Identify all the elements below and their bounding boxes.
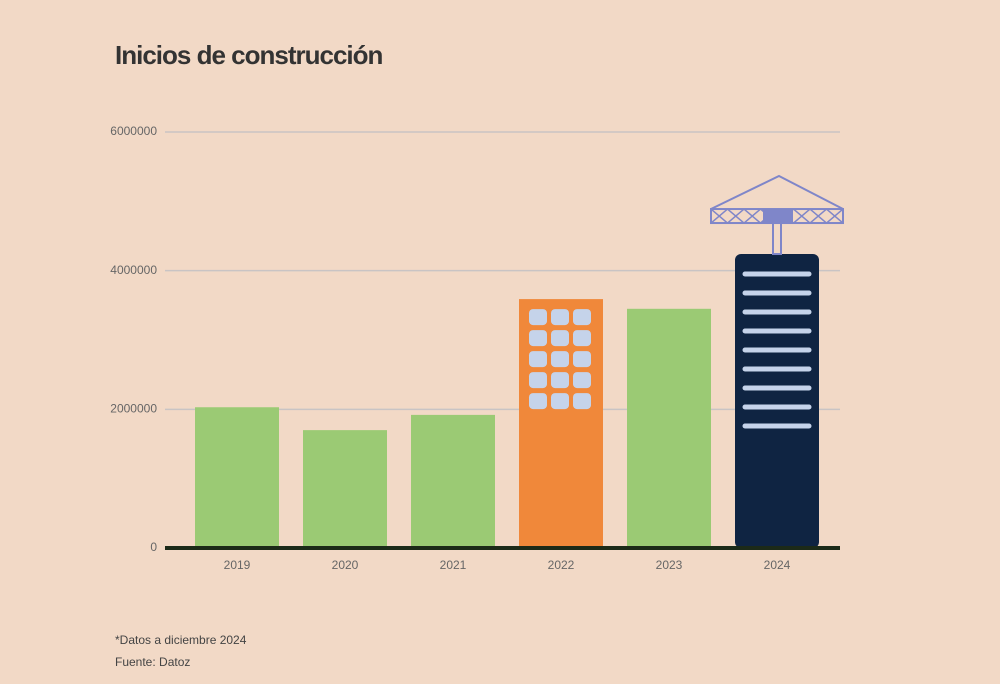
window (573, 351, 591, 368)
x-tick-label: 2022 (548, 558, 575, 572)
chart-title: Inicios de construcción (115, 40, 383, 70)
window (551, 393, 569, 410)
crane-top (710, 174, 844, 210)
window (551, 330, 569, 347)
crane-lattice (727, 208, 745, 224)
bar (411, 414, 495, 548)
window (573, 309, 591, 326)
window (551, 309, 569, 326)
window (529, 330, 547, 347)
y-tick-label: 2000000 (110, 402, 157, 416)
y-tick-label: 4000000 (110, 263, 157, 277)
crane-lattice (809, 208, 827, 224)
x-tick-label: 2020 (332, 558, 359, 572)
window (551, 351, 569, 368)
y-tick-label: 0 (150, 540, 157, 554)
crane-lattice (793, 208, 811, 224)
window (529, 309, 547, 326)
bar (735, 254, 819, 548)
y-tick-label: 6000000 (110, 124, 157, 138)
footnote: *Datos a diciembre 2024 (115, 633, 247, 647)
window (551, 372, 569, 389)
window (529, 351, 547, 368)
window (529, 372, 547, 389)
x-tick-label: 2019 (224, 558, 251, 572)
source: Fuente: Datoz (115, 655, 190, 669)
bar (627, 308, 711, 548)
crane-cab (763, 209, 793, 224)
crane-lattice (710, 208, 728, 224)
window (573, 372, 591, 389)
crane-lattice (826, 208, 844, 224)
window (573, 330, 591, 347)
x-tick-label: 2021 (440, 558, 467, 572)
x-tick-label: 2024 (764, 558, 791, 572)
bar (195, 407, 279, 548)
window (573, 393, 591, 410)
x-tick-label: 2023 (656, 558, 683, 572)
window (529, 393, 547, 410)
crane-lattice (743, 208, 761, 224)
bar (303, 430, 387, 548)
